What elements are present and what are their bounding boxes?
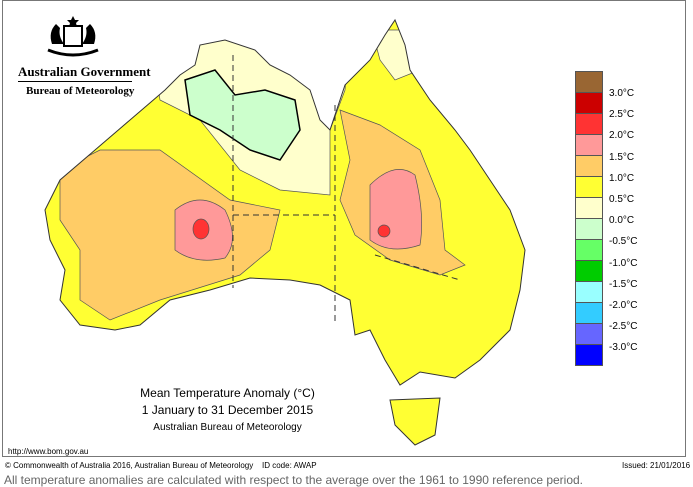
anomaly-2.0-2.5	[377, 224, 391, 238]
issued-date: Issued: 21/01/2016	[622, 461, 691, 470]
legend-swatch	[575, 344, 603, 366]
legend-label: 2.5°C	[609, 109, 635, 121]
coat-of-arms-icon	[47, 16, 99, 57]
legend-label: 0.0°C	[609, 215, 635, 227]
divider	[18, 81, 132, 82]
map-frame	[2, 0, 686, 457]
legend-label: 1.0°C	[609, 172, 635, 184]
legend-label: 1.5°C	[609, 151, 635, 163]
legend-swatch	[575, 113, 603, 135]
state-borders	[232, 55, 461, 325]
legend-label: -0.5°C	[609, 236, 638, 248]
gov-name: Australian Government	[18, 64, 151, 79]
reference-note: All temperature anomalies are calculated…	[4, 473, 584, 487]
tasmania	[389, 397, 441, 446]
legend-swatch	[575, 155, 603, 177]
legend-label: 3.0°C	[609, 88, 635, 99]
legend-label: -1.5°C	[609, 278, 638, 290]
legend-swatch	[575, 134, 603, 156]
anomaly-below-0	[184, 69, 301, 161]
anomaly-1.5-2.0	[369, 169, 423, 250]
legend-swatch	[575, 71, 603, 93]
map-source: Australian Bureau of Meteorology	[153, 422, 302, 433]
legend-swatch	[575, 323, 603, 345]
legend-swatch	[575, 176, 603, 198]
map-title-block: Mean Temperature Anomaly (°C) 1 January …	[120, 385, 335, 436]
bom-url[interactable]: http://www.bom.gov.au	[8, 447, 89, 456]
map-period: 1 January to 31 December 2015	[141, 403, 314, 417]
legend-swatch	[575, 302, 603, 324]
color-legend	[575, 71, 603, 366]
legend-swatch	[575, 260, 603, 282]
copyright: © Commonwealth of Australia 2016, Austra…	[5, 461, 254, 470]
agency-name: Bureau of Meteorology	[26, 85, 135, 97]
map-title: Mean Temperature Anomaly (°C)	[140, 386, 315, 400]
legend-label: 0.5°C	[609, 194, 635, 205]
legend-swatch	[575, 281, 603, 303]
legend-swatch	[575, 239, 603, 261]
legend-label: -2.5°C	[609, 321, 638, 333]
legend-label: -1.0°C	[609, 257, 638, 269]
legend-label: -3.0°C	[609, 342, 638, 354]
legend-swatch	[575, 92, 603, 114]
anomaly-2.0-2.5	[192, 218, 210, 240]
legend-label: 2.0°C	[609, 130, 635, 142]
id-code: ID code: AWAP	[262, 461, 317, 470]
anomaly-1.0-1.5	[59, 149, 281, 321]
legend-swatch	[575, 197, 603, 219]
legend-swatch	[575, 218, 603, 240]
legend-label: -2.0°C	[609, 300, 638, 311]
